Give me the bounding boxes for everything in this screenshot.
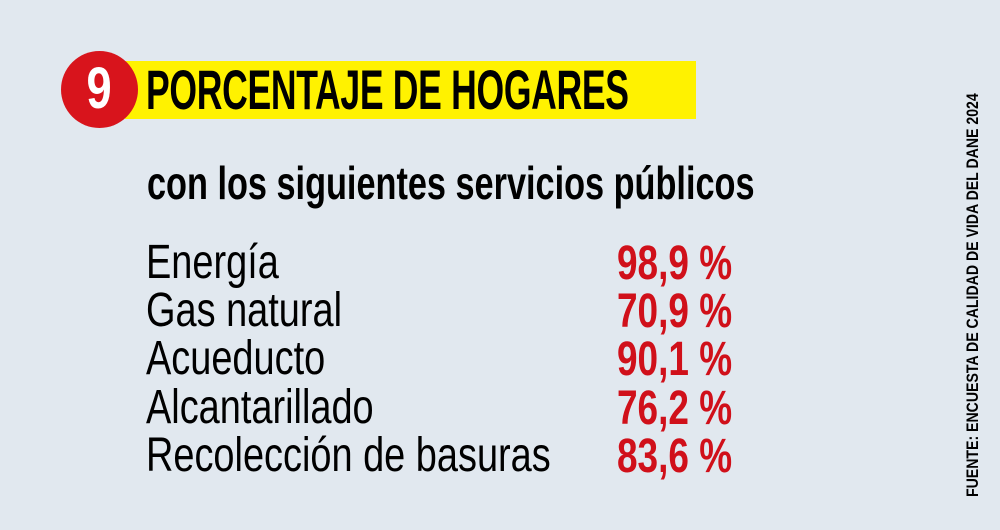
list-item-alcantarillado: Alcantarillado 76,2 % xyxy=(146,380,766,434)
service-label: Alcantarillado xyxy=(146,380,374,434)
services-list: Energía 98,9 % Gas natural 70,9 % Acuedu… xyxy=(146,236,766,483)
title-highlight-bar xyxy=(125,61,696,119)
list-item-acueducto: Acueducto 90,1 % xyxy=(146,332,766,386)
service-value: 70,9 % xyxy=(617,285,733,339)
service-value: 98,9 % xyxy=(617,237,733,290)
list-item-gas-natural: Gas natural 70,9 % xyxy=(146,284,766,338)
service-label: Acueducto xyxy=(146,332,326,386)
list-item-recoleccion-basuras: Recolección de basuras 83,6 % xyxy=(146,428,766,482)
page-subtitle: con los siguientes servicios públicos xyxy=(147,157,755,209)
list-item-energia: Energía 98,9 % xyxy=(146,236,766,290)
service-value: 90,1 % xyxy=(617,333,733,387)
service-label: Recolección de basuras xyxy=(146,428,551,482)
service-label: Energía xyxy=(146,236,279,289)
badge-number: 9 xyxy=(86,55,113,121)
source-credit: FUENTE: ENCUESTA DE CALIDAD DE VIDA DEL … xyxy=(963,93,982,498)
service-value: 83,6 % xyxy=(617,429,733,483)
service-label: Gas natural xyxy=(146,284,343,338)
service-value: 76,2 % xyxy=(617,381,733,435)
number-badge: 9 xyxy=(61,51,138,128)
page-title: PORCENTAJE DE HOGARES xyxy=(146,58,629,121)
